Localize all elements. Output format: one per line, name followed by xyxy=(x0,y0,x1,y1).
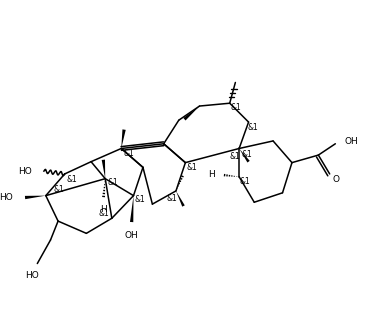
Text: OH: OH xyxy=(125,231,139,240)
Text: &1: &1 xyxy=(123,149,134,158)
Text: &1: &1 xyxy=(67,175,78,184)
Polygon shape xyxy=(176,191,185,207)
Polygon shape xyxy=(121,129,126,148)
Text: &1: &1 xyxy=(167,194,178,203)
Text: &1: &1 xyxy=(248,123,259,132)
Text: H: H xyxy=(208,170,215,179)
Text: HO: HO xyxy=(0,193,13,202)
Text: &1: &1 xyxy=(107,178,118,187)
Text: &1: &1 xyxy=(99,209,110,218)
Text: &1: &1 xyxy=(187,163,197,172)
Text: HO: HO xyxy=(25,271,39,280)
Text: O: O xyxy=(332,175,340,184)
Polygon shape xyxy=(102,160,105,179)
Text: &1: &1 xyxy=(229,151,240,161)
Text: &1: &1 xyxy=(240,177,250,186)
Text: &1: &1 xyxy=(135,195,146,204)
Text: H: H xyxy=(100,205,107,214)
Polygon shape xyxy=(130,196,134,222)
Polygon shape xyxy=(25,196,46,199)
Polygon shape xyxy=(183,106,199,121)
Polygon shape xyxy=(239,148,250,162)
Text: &1: &1 xyxy=(231,103,242,112)
Text: &1: &1 xyxy=(241,150,252,159)
Text: &1: &1 xyxy=(53,186,65,194)
Text: HO: HO xyxy=(18,167,32,176)
Text: OH: OH xyxy=(345,137,359,146)
